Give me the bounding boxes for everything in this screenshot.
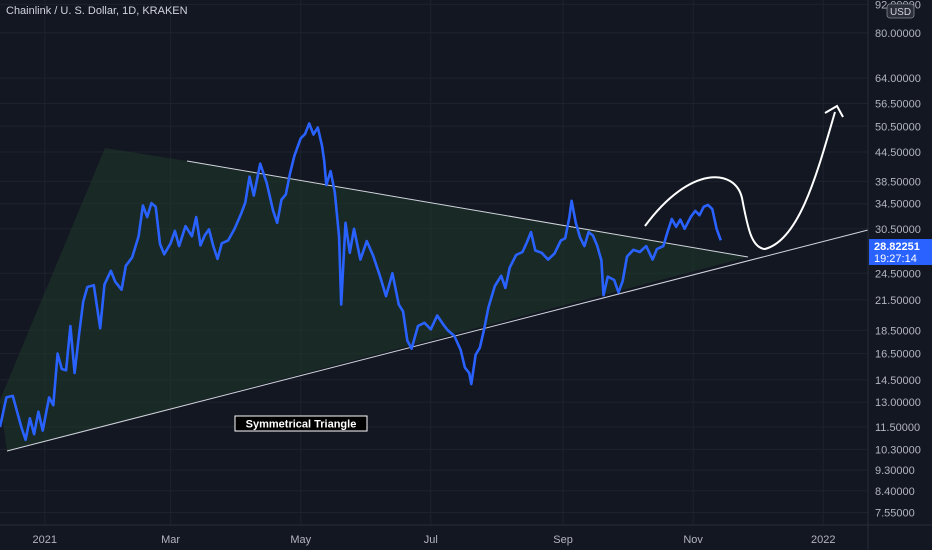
chart-title: Chainlink / U. S. Dollar, 1D, KRAKEN (6, 5, 188, 17)
last-price-value: 28.82251 (874, 241, 920, 253)
price-tick-label: 13.00000 (875, 397, 921, 409)
bar-countdown: 19:27:14 (874, 253, 917, 265)
price-tick-label: 80.00000 (875, 28, 921, 40)
currency-badge[interactable]: USD (886, 3, 915, 19)
price-tick-label: 50.50000 (875, 121, 921, 133)
price-tick-label: 34.50000 (875, 199, 921, 211)
price-tick-label: 21.50000 (875, 295, 921, 307)
lower-trendline[interactable] (6, 229, 869, 452)
last-price-label: 28.82251 19:27:14 (869, 239, 932, 265)
price-tick-label: 56.50000 (875, 98, 921, 110)
price-tick-label: 30.50000 (875, 224, 921, 236)
time-axis[interactable]: 2021 Mar May Jul Sep Nov 2022 (33, 534, 836, 546)
time-tick-label: Mar (161, 534, 180, 546)
time-tick-label: 2022 (811, 534, 835, 546)
price-series-line (0, 122, 723, 442)
pattern-label: Symmetrical Triangle (246, 419, 357, 431)
price-tick-label: 10.30000 (875, 444, 921, 456)
price-tick-label: 7.55000 (875, 508, 915, 520)
time-tick-label: Sep (553, 534, 573, 546)
upper-trendline[interactable] (186, 160, 749, 258)
price-tick-label: 16.50000 (875, 349, 921, 361)
price-tick-label: 11.50000 (875, 422, 920, 434)
time-tick-label: Jul (424, 534, 438, 546)
price-tick-label: 44.50000 (875, 147, 921, 159)
projection-arrowhead (824, 104, 844, 118)
pattern-label-box[interactable]: Symmetrical Triangle (234, 415, 368, 432)
price-tick-label: 8.40000 (875, 486, 915, 498)
triangle-pattern-fill (0, 148, 748, 451)
price-tick-label: 38.50000 (875, 176, 921, 188)
price-tick-label: 14.50000 (875, 375, 921, 387)
price-tick-label: 24.50000 (875, 268, 921, 280)
time-tick-label: Nov (683, 534, 703, 546)
price-tick-label: 18.50000 (875, 325, 921, 337)
projection-arrow[interactable] (644, 111, 836, 251)
time-tick-label: May (290, 534, 311, 546)
price-tick-label: 64.00000 (875, 73, 921, 85)
price-tick-label: 9.30000 (875, 465, 915, 477)
time-tick-label: 2021 (33, 534, 57, 546)
currency-badge-label: USD (890, 7, 911, 18)
